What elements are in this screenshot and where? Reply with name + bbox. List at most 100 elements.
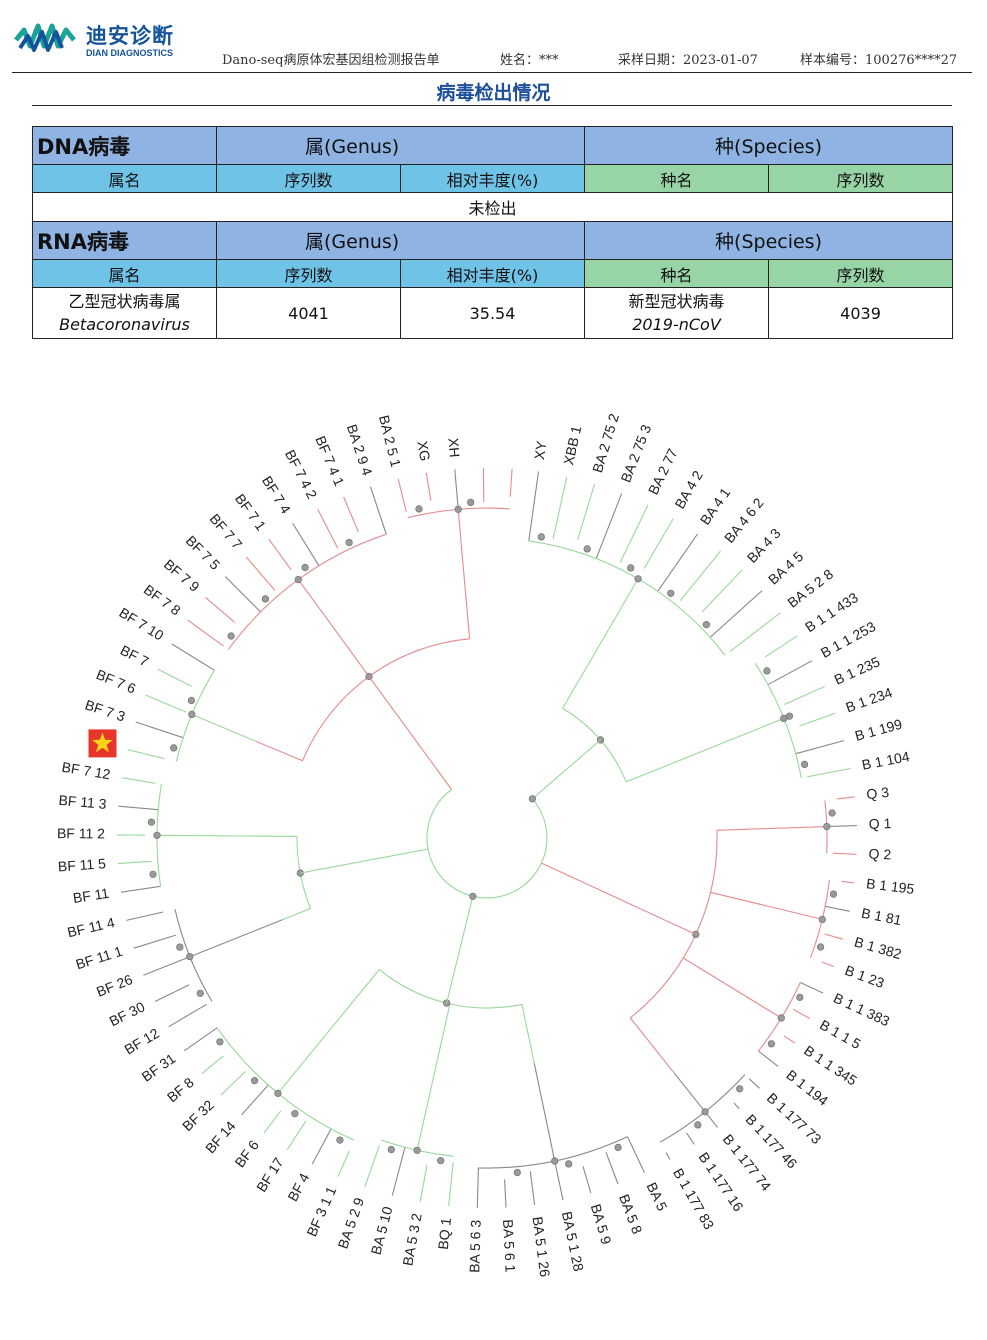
tree-leaf-label: BF 11 3 [58, 792, 107, 812]
tree-branch [619, 504, 649, 563]
tree-branch [245, 556, 276, 591]
tree-node [413, 1146, 421, 1154]
tree-branch [286, 1120, 307, 1150]
tree-node [627, 564, 635, 572]
tree-leaf-label: BA 5 6 3 [466, 1219, 483, 1273]
tree-leaf-label: B 1 194 [783, 1066, 831, 1109]
tree-leaf-label: BF 11 1 [74, 943, 125, 973]
tree-leaf-label: B 1 23 [843, 962, 887, 991]
tree-branch [821, 961, 835, 968]
tree-stem [562, 656, 594, 709]
tree-stem [521, 1004, 535, 1064]
tree-branch [528, 471, 540, 541]
tree-leaf-label: BA 5 1 28 [559, 1210, 587, 1273]
rna-section-row: RNA病毒 属(Genus) 种(Species) [32, 221, 954, 260]
tree-leaf-label: B 1 1 5 [817, 1016, 864, 1052]
tree-leaf-label: Q 2 [868, 846, 891, 863]
tree-node [767, 1040, 776, 1048]
patient-name: 姓名：*** [500, 53, 559, 68]
species-name-latin: 2019-nCoV [632, 315, 721, 334]
tree-stem [434, 1003, 451, 1073]
sample-date: 采样日期：2023-01-07 [618, 53, 758, 68]
tree-leaf-label: BF 7 6 [94, 666, 138, 697]
tree-node [415, 505, 423, 513]
tree-node [294, 576, 302, 584]
tree-branch [133, 934, 176, 949]
tree-node [345, 539, 353, 547]
tree-branch [337, 1150, 350, 1177]
tree-node [614, 1143, 622, 1152]
tree-branch [582, 1166, 592, 1194]
tree-leaf-label: BA 5 3 2 [399, 1212, 424, 1267]
tree-leaf-label: BA 5 10 [368, 1205, 396, 1257]
tree-branch [476, 1167, 479, 1208]
tree-branch [117, 860, 152, 865]
dna-section-row: DNA病毒 属(Genus) 种(Species) [32, 126, 954, 165]
tree-stem [464, 588, 471, 639]
species-name-cn: 新型冠状病毒 [628, 292, 725, 311]
rna-column-headers: 属名 序列数 相对丰度(%) 种名 序列数 [32, 259, 954, 288]
tree-leaf-label: BA 4 2 [671, 467, 706, 511]
tree-leaf-label: B 1 104 [860, 748, 911, 773]
tree-branch [729, 612, 781, 653]
tree-branch [317, 508, 339, 549]
tree-branch [224, 576, 261, 613]
tree-leaf-label: BA 5 [644, 1180, 671, 1214]
tree-node [694, 1121, 702, 1129]
tree-branch [826, 825, 857, 828]
species-header: 种(Species) [584, 126, 954, 165]
tree-leaf-label: B 1 382 [853, 934, 904, 963]
tree-branch [795, 740, 845, 755]
tree-branch [800, 982, 824, 994]
tree-node [634, 575, 642, 583]
tree-leaf-label: BF 7 9 [161, 556, 203, 595]
tree-stem [416, 1072, 436, 1151]
tree-branch [154, 984, 190, 1002]
tree-branch [657, 533, 699, 592]
tree-branch [205, 597, 235, 623]
tree-branch [701, 569, 743, 613]
tree-stem [191, 713, 257, 743]
tree-leaf-label: BF 7 5 [183, 532, 224, 573]
tree-node [187, 696, 195, 705]
col-species-name: 种名 [584, 164, 770, 193]
company-logo: 迪安诊断 DIAN DIAGNOSTICS [14, 18, 194, 64]
tree-node [829, 890, 838, 898]
tree-leaf-label: BF 30 [107, 998, 148, 1029]
genus-name-latin: Betacoronavirus [59, 315, 190, 334]
tree-branch [143, 956, 191, 976]
tree-branch [419, 1164, 428, 1202]
tree-leaf-label: Q 1 [868, 815, 891, 832]
tree-branch [529, 1171, 536, 1205]
tree-node [387, 1145, 395, 1154]
tree-node [153, 831, 161, 839]
tree-branch [343, 496, 359, 533]
tree-leaf-label: BA 5 2 9 [335, 1195, 368, 1250]
tree-leaf-label: BA 4 3 [744, 525, 784, 566]
col-species-reads: 序列数 [768, 259, 954, 288]
col-abundance: 相对丰度(%) [399, 164, 586, 193]
tree-branch [168, 1003, 207, 1028]
tree-branch [679, 550, 722, 602]
tree-leaf-label: BA 4 1 [697, 485, 734, 528]
tree-branch [832, 852, 857, 855]
tree-leaf-label: BF 31 [139, 1050, 179, 1085]
tree-branch [605, 1152, 619, 1185]
tree-node [274, 1089, 282, 1097]
tree-branch [263, 1110, 282, 1134]
tree-branch [748, 1078, 760, 1089]
tree-leaf-label: BA 2 75 3 [617, 422, 654, 485]
tree-node [800, 760, 809, 769]
genus-header: 属(Genus) [215, 126, 586, 165]
col-genus-reads: 序列数 [216, 164, 401, 193]
brand-name-cn: 迪安诊断 [86, 24, 174, 48]
tree-branch [836, 796, 855, 800]
tree-leaf-label: BF 7 10 [116, 604, 166, 643]
tree-stem [716, 827, 787, 831]
tree-node [467, 498, 475, 506]
brand-name-en: DIAN DIAGNOSTICS [86, 48, 174, 58]
tree-node [454, 505, 462, 513]
tree-node [780, 714, 788, 723]
tree-branch [391, 1147, 406, 1196]
